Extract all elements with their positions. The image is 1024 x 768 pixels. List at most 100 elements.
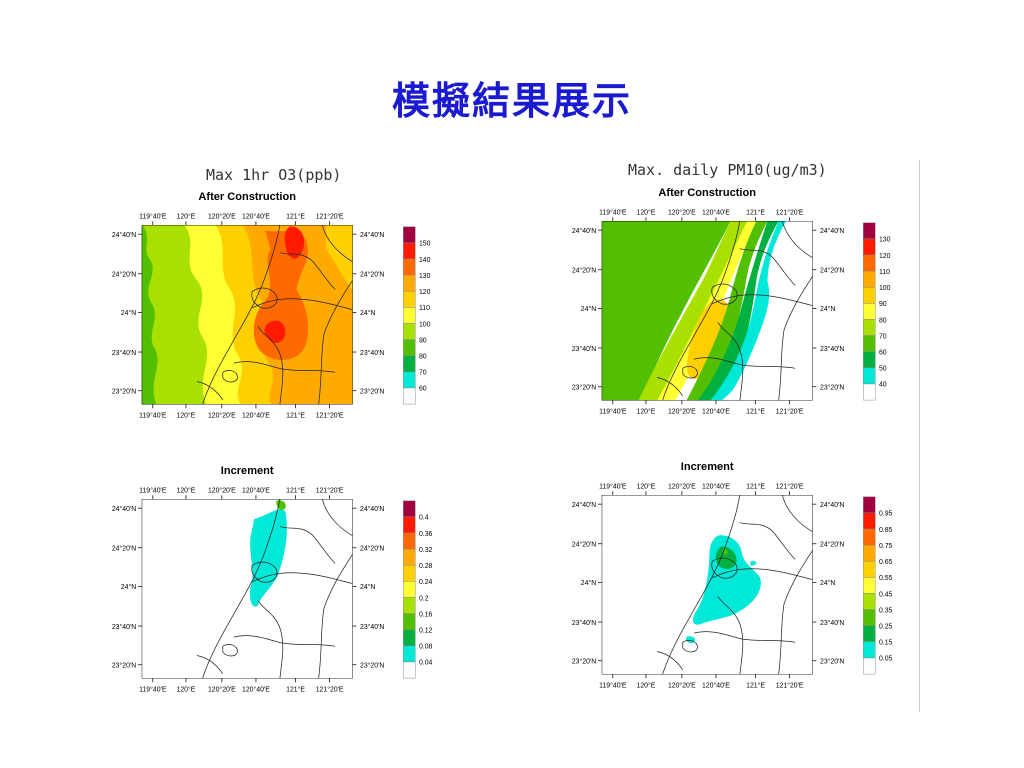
lon-label-top: 120°20'E [668, 209, 696, 217]
lon-label-bottom: 120°E [177, 685, 196, 693]
color-legend: 130 120 110 100 90 80 70 60 50 40 [863, 222, 891, 401]
legend-label: 130 [419, 273, 431, 280]
lon-label-top: 120°20'E [208, 487, 236, 495]
legend-swatch [403, 645, 416, 663]
boundary-line [682, 366, 698, 379]
legend-swatch [863, 367, 876, 385]
lat-label-right: 24°N [820, 579, 835, 587]
lon-label-top: 121°20'E [776, 209, 804, 217]
lat-label-left: 24°N [581, 579, 596, 587]
lat-label-left: 23°20'N [112, 662, 136, 670]
legend-swatch [863, 657, 876, 675]
lon-label-bottom: 121°E [746, 681, 765, 689]
lon-label-bottom: 120°20'E [668, 681, 696, 689]
boundary-line [781, 494, 813, 533]
lat-label-right: 24°40'N [360, 231, 384, 239]
lon-label-top: 121°E [746, 209, 765, 217]
color-legend: 0.4 0.36 0.32 0.28 0.24 0.2 0.16 0.12 0.08 0.04 [403, 500, 433, 679]
legend-swatch [863, 577, 876, 594]
lon-label-top: 120°E [177, 213, 196, 221]
boundary-line [656, 651, 684, 671]
legend-swatch [403, 339, 416, 356]
lat-label-left: 24°20'N [112, 271, 136, 279]
lon-label-bottom: 121°20'E [316, 411, 344, 419]
boundary-line [233, 361, 336, 373]
boundary-line [781, 220, 813, 259]
legend-label: 0.24 [419, 579, 433, 586]
boundary-line [196, 655, 224, 675]
legend-swatch [403, 371, 416, 389]
legend-label: 0.25 [879, 624, 893, 631]
pm10-increment-map: Increment 119°40'E 119°40'E 120°E 120°E 120°2… [552, 456, 902, 696]
legend-label: 0.28 [419, 563, 433, 570]
legend-swatch [403, 226, 416, 244]
lat-label-right: 24°N [360, 583, 375, 591]
concentration-region [686, 220, 768, 401]
legend-label: 60 [419, 386, 427, 393]
legend-swatch [403, 661, 416, 679]
boundary-line [662, 220, 741, 401]
lon-label-bottom: 121°E [286, 685, 305, 693]
lon-label-bottom: 120°20'E [208, 411, 236, 419]
legend-swatch [863, 544, 876, 562]
lon-label-bottom: 119°40'E [139, 411, 167, 419]
pm10-column-caption: Max. daily PM10(ug/m3) [628, 161, 827, 179]
legend-label: 0.16 [419, 611, 433, 618]
lon-label-bottom: 120°40'E [242, 411, 270, 419]
boundary-line [233, 635, 336, 647]
boundary-line [662, 494, 741, 675]
lon-label-bottom: 121°E [746, 407, 765, 415]
lat-label-right: 24°N [820, 305, 835, 313]
legend-swatch [863, 561, 876, 578]
legend-label: 100 [879, 285, 891, 292]
legend-label: 130 [879, 237, 891, 244]
legend-label: 50 [879, 366, 887, 373]
legend-swatch [863, 287, 876, 304]
legend-swatch [863, 528, 876, 546]
lon-label-top: 121°20'E [316, 213, 344, 221]
lat-label-right: 24°40'N [820, 501, 844, 509]
map-title: After Construction [198, 191, 296, 203]
legend-swatch [863, 593, 876, 610]
legend-label: 140 [419, 257, 431, 264]
lon-label-bottom: 120°40'E [242, 685, 270, 693]
legend-label: 70 [419, 370, 427, 377]
lat-label-right: 24°40'N [360, 505, 384, 513]
legend-swatch [403, 274, 416, 292]
legend-swatch [863, 222, 876, 240]
legend-swatch [403, 613, 416, 630]
lat-label-left: 23°20'N [572, 658, 596, 666]
lon-label-top: 120°E [637, 209, 656, 217]
legend-swatch [863, 625, 876, 643]
column-divider [919, 160, 920, 712]
boundary-line [222, 370, 238, 383]
map-figure: After Construction 119°40'E 119°40'E 120°E 1… [572, 187, 891, 415]
lon-label-top: 120°40'E [242, 487, 270, 495]
legend-swatch [863, 641, 876, 659]
legend-swatch [403, 387, 416, 405]
lat-label-right: 24°20'N [820, 541, 844, 549]
slide-title: 模擬結果展示 [391, 78, 632, 123]
legend-label: 0.55 [879, 575, 893, 582]
lat-label-right: 23°20'N [360, 662, 384, 670]
boundary-line [682, 640, 698, 653]
boundary-line [778, 550, 813, 675]
lat-label-left: 24°20'N [112, 545, 136, 553]
lon-label-top: 119°40'E [599, 209, 627, 217]
map-figure: Increment 119°40'E 119°40'E 120°E 120°E 120°2… [572, 461, 893, 689]
lat-label-left: 23°40'N [112, 623, 136, 631]
lat-label-left: 24°40'N [572, 501, 596, 509]
legend-swatch [403, 500, 416, 518]
lat-label-left: 24°40'N [112, 231, 136, 239]
lon-label-top: 120°E [637, 483, 656, 491]
legend-label: 100 [419, 321, 431, 328]
lon-label-top: 119°40'E [139, 213, 167, 221]
lat-label-left: 23°40'N [112, 349, 136, 357]
legend-label: 110 [879, 269, 890, 276]
lat-label-left: 24°40'N [112, 505, 136, 513]
lat-label-left: 24°40'N [572, 227, 596, 235]
legend-label: 0.75 [879, 543, 893, 550]
legend-swatch [403, 242, 416, 260]
concentration-region [315, 368, 353, 405]
lon-label-bottom: 120°20'E [208, 685, 236, 693]
